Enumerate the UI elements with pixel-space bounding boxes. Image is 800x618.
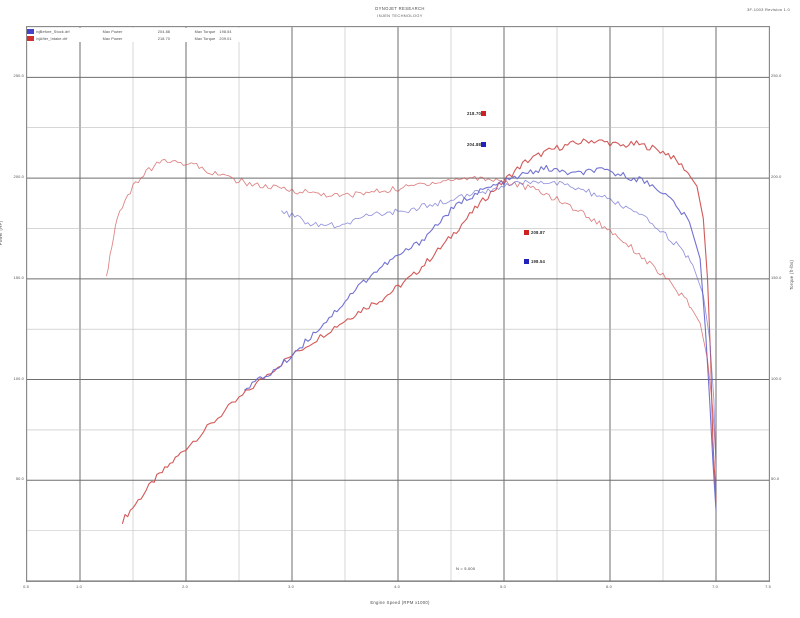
y-tick-right: 50.0 <box>771 476 780 482</box>
callout-value: 204.88 <box>467 142 482 147</box>
callout-value: 198.54 <box>531 259 546 264</box>
legend-maxpower-value-after: 218.70 <box>157 36 171 41</box>
callout-marker-blue <box>524 259 529 264</box>
legend-maxpower-label-after: Max Power <box>102 36 123 41</box>
smoothing-note: N = 5.000 <box>455 566 477 571</box>
callout-value: 208.87 <box>531 230 546 235</box>
revision-note: 3F-1003 Revision 1.0 <box>746 7 790 12</box>
x-tick: 3.0 <box>288 584 294 589</box>
y-tick-right: 200.0 <box>771 174 782 180</box>
x-tick: 5.0 <box>500 584 506 589</box>
y-tick-left: 100.0 <box>13 375 24 381</box>
legend-file-before: InjBefore_Stock.drf <box>35 29 70 34</box>
y-tick-left: 150.0 <box>13 274 24 280</box>
chart-title: DYNOJET RESEARCH <box>375 6 425 11</box>
legend-maxtorque-label-after: Max Torque <box>194 36 216 41</box>
plot-area <box>26 26 770 582</box>
legend-row: InjAfter_Intake.drf Max Power 218.70 Max… <box>27 35 247 42</box>
y-tick-right: 100.0 <box>771 375 782 381</box>
series-path <box>106 159 717 461</box>
y-tick-left: 200.0 <box>13 174 24 180</box>
callout-power-after: 218.70 <box>466 110 489 117</box>
x-axis-title: Engine Speed (RPM x1000) <box>370 600 430 605</box>
y-axis-left-title: Power (HP) <box>0 220 3 246</box>
x-tick: 1.0 <box>76 584 82 589</box>
callout-power-before: 204.88 <box>466 141 489 148</box>
legend-maxpower-value-before: 204.88 <box>157 29 171 34</box>
x-tick: 6.0 <box>606 584 612 589</box>
legend-swatch-before <box>27 29 34 34</box>
chart-subtitle: INJEN TECHNOLOGY <box>377 12 423 18</box>
callout-marker-blue <box>481 142 487 147</box>
legend-swatch-after <box>27 36 34 41</box>
legend-row: InjBefore_Stock.drf Max Power 204.88 Max… <box>27 28 247 35</box>
x-tick: 0.5 <box>23 584 29 589</box>
x-tick: 7.0 <box>712 584 718 589</box>
series-path <box>121 138 717 524</box>
callout-value: 218.70 <box>467 111 482 116</box>
callout-torque-before: 198.54 <box>523 258 548 265</box>
grid-lines <box>27 27 769 581</box>
legend-maxpower-label-before: Max Power <box>102 29 123 34</box>
series-path <box>281 179 717 471</box>
callout-torque-after: 208.87 <box>523 229 548 236</box>
x-tick: 7.5 <box>765 584 771 589</box>
x-tick: 4.0 <box>394 584 400 589</box>
legend-maxtorque-value-after: 209.01 <box>219 36 232 41</box>
series-curves <box>106 138 717 524</box>
y-tick-right: 250.0 <box>771 73 782 79</box>
y-tick-left: 50.0 <box>15 476 24 482</box>
legend: InjBefore_Stock.drf Max Power 204.88 Max… <box>27 28 247 42</box>
callout-marker-red <box>524 230 529 235</box>
y-tick-right: 150.0 <box>771 274 782 280</box>
series-path <box>243 164 717 511</box>
callout-marker-red <box>481 111 487 116</box>
y-tick-left: 250.0 <box>13 73 24 79</box>
legend-maxtorque-value-before: 198.54 <box>219 29 232 34</box>
legend-file-after: InjAfter_Intake.drf <box>35 36 68 41</box>
x-tick: 2.0 <box>182 584 188 589</box>
legend-maxtorque-label-before: Max Torque <box>194 29 216 34</box>
